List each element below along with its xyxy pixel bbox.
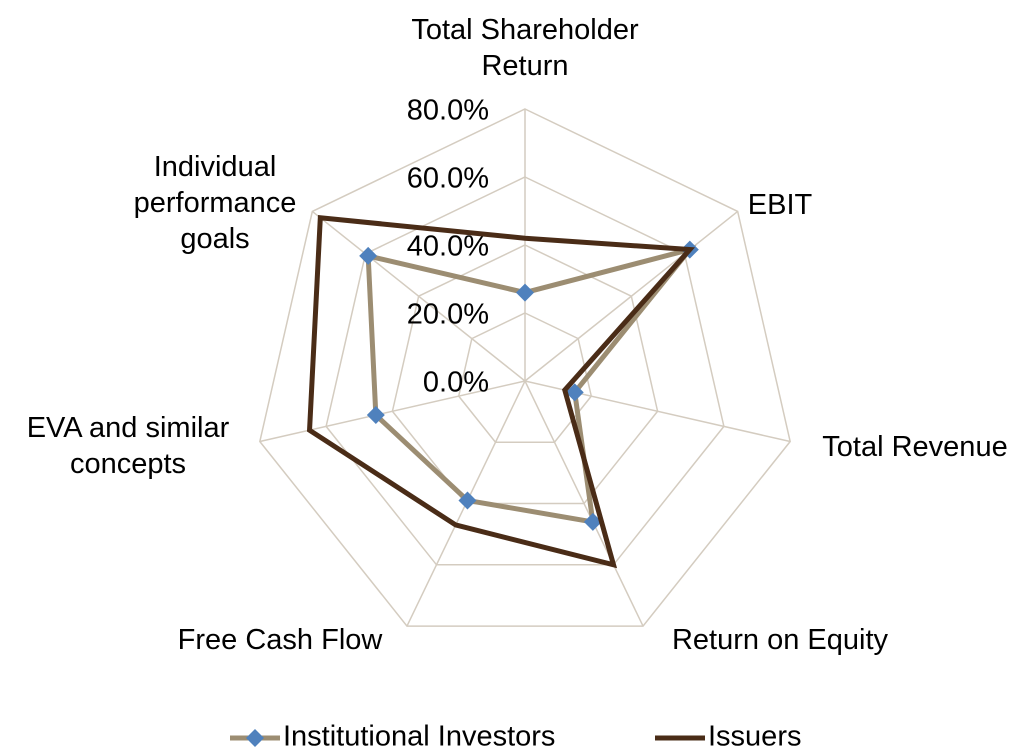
- legend-label: Institutional Investors: [283, 721, 555, 753]
- r-tick-label: 80.0%: [407, 95, 489, 127]
- r-tick-label: 60.0%: [407, 163, 489, 195]
- grid-ring: [325, 176, 725, 566]
- axis-label: Free Cash Flow: [177, 624, 383, 656]
- marker: [366, 406, 385, 425]
- marker: [359, 246, 378, 265]
- legend-marker: [246, 729, 264, 747]
- axis-label: EVA and similar concepts: [26, 412, 230, 480]
- axis-label: Total Revenue: [822, 431, 1008, 463]
- axis-label: Total Shareholder Return: [411, 14, 639, 82]
- grid-ring: [457, 312, 593, 444]
- axis-label: EBIT: [747, 189, 813, 221]
- grid-ring: [259, 108, 791, 627]
- marker: [583, 512, 602, 531]
- legend-label: Issuers: [708, 721, 801, 753]
- spoke: [259, 380, 526, 443]
- marker: [565, 383, 584, 402]
- axis-label: Return on Equity: [671, 624, 888, 656]
- r-tick-label: 0.0%: [423, 367, 489, 399]
- r-tick-label: 20.0%: [407, 299, 489, 331]
- spoke: [524, 210, 739, 382]
- spoke: [524, 380, 644, 627]
- r-tick-label: 40.0%: [407, 231, 489, 263]
- axis-label: Individual performance goals: [133, 151, 297, 255]
- series-line: [306, 215, 696, 569]
- spoke: [311, 210, 526, 382]
- marker: [516, 283, 534, 302]
- marker: [458, 491, 477, 510]
